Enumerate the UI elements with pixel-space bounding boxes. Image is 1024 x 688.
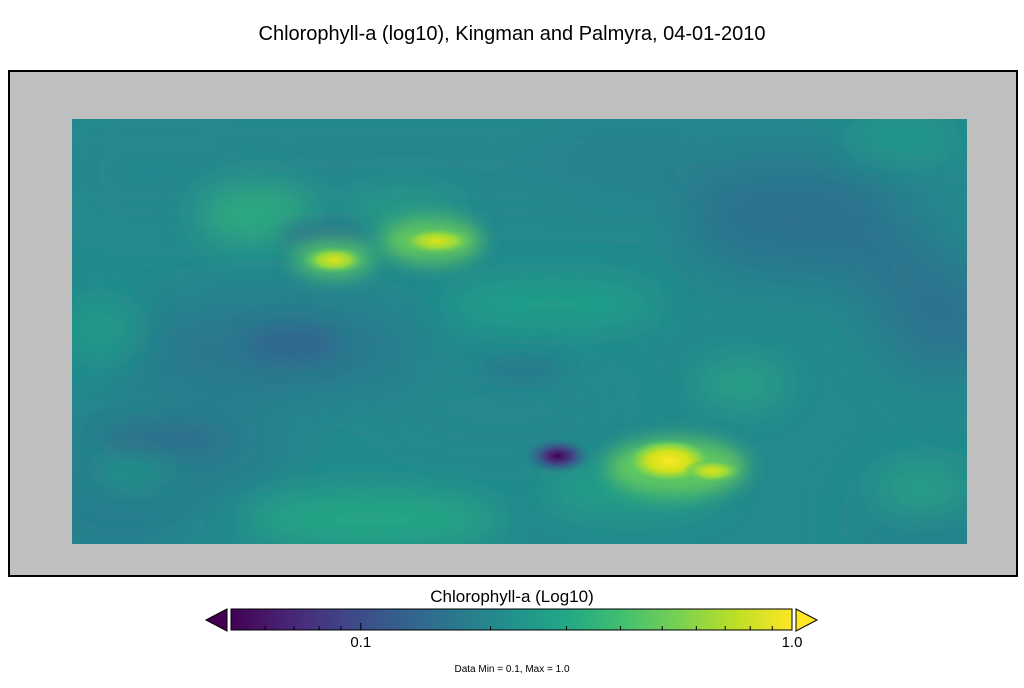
patch-south-tail [682, 459, 742, 483]
field-blue-zones [102, 224, 562, 454]
colorbar-tick-label: 1.0 [781, 634, 803, 651]
low-chlorophyll-spot [524, 438, 592, 474]
patch-north-east [399, 227, 475, 255]
colorbar-extend-max-arrow [795, 608, 819, 632]
high-chlorophyll-patches [294, 219, 747, 495]
colorbar [200, 605, 830, 635]
colorbar-tick-label: 0.1 [350, 634, 372, 651]
colorbar-svg [204, 608, 819, 632]
map-frame [8, 70, 1018, 577]
colorbar-gradient [230, 608, 793, 631]
patch-north-west [302, 246, 366, 274]
chlorophyll-field-svg [72, 119, 967, 544]
data-range-note: Data Min = 0.1, Max = 1.0 [454, 664, 570, 675]
colorbar-extend-min-arrow [204, 608, 228, 632]
chlorophyll-field[interactable] [72, 119, 967, 544]
colorbar-title: Chlorophyll-a (Log10) [430, 587, 594, 606]
colorbar-ticks [264, 623, 793, 630]
map-title: Chlorophyll-a (log10), Kingman and Palmy… [258, 23, 766, 45]
